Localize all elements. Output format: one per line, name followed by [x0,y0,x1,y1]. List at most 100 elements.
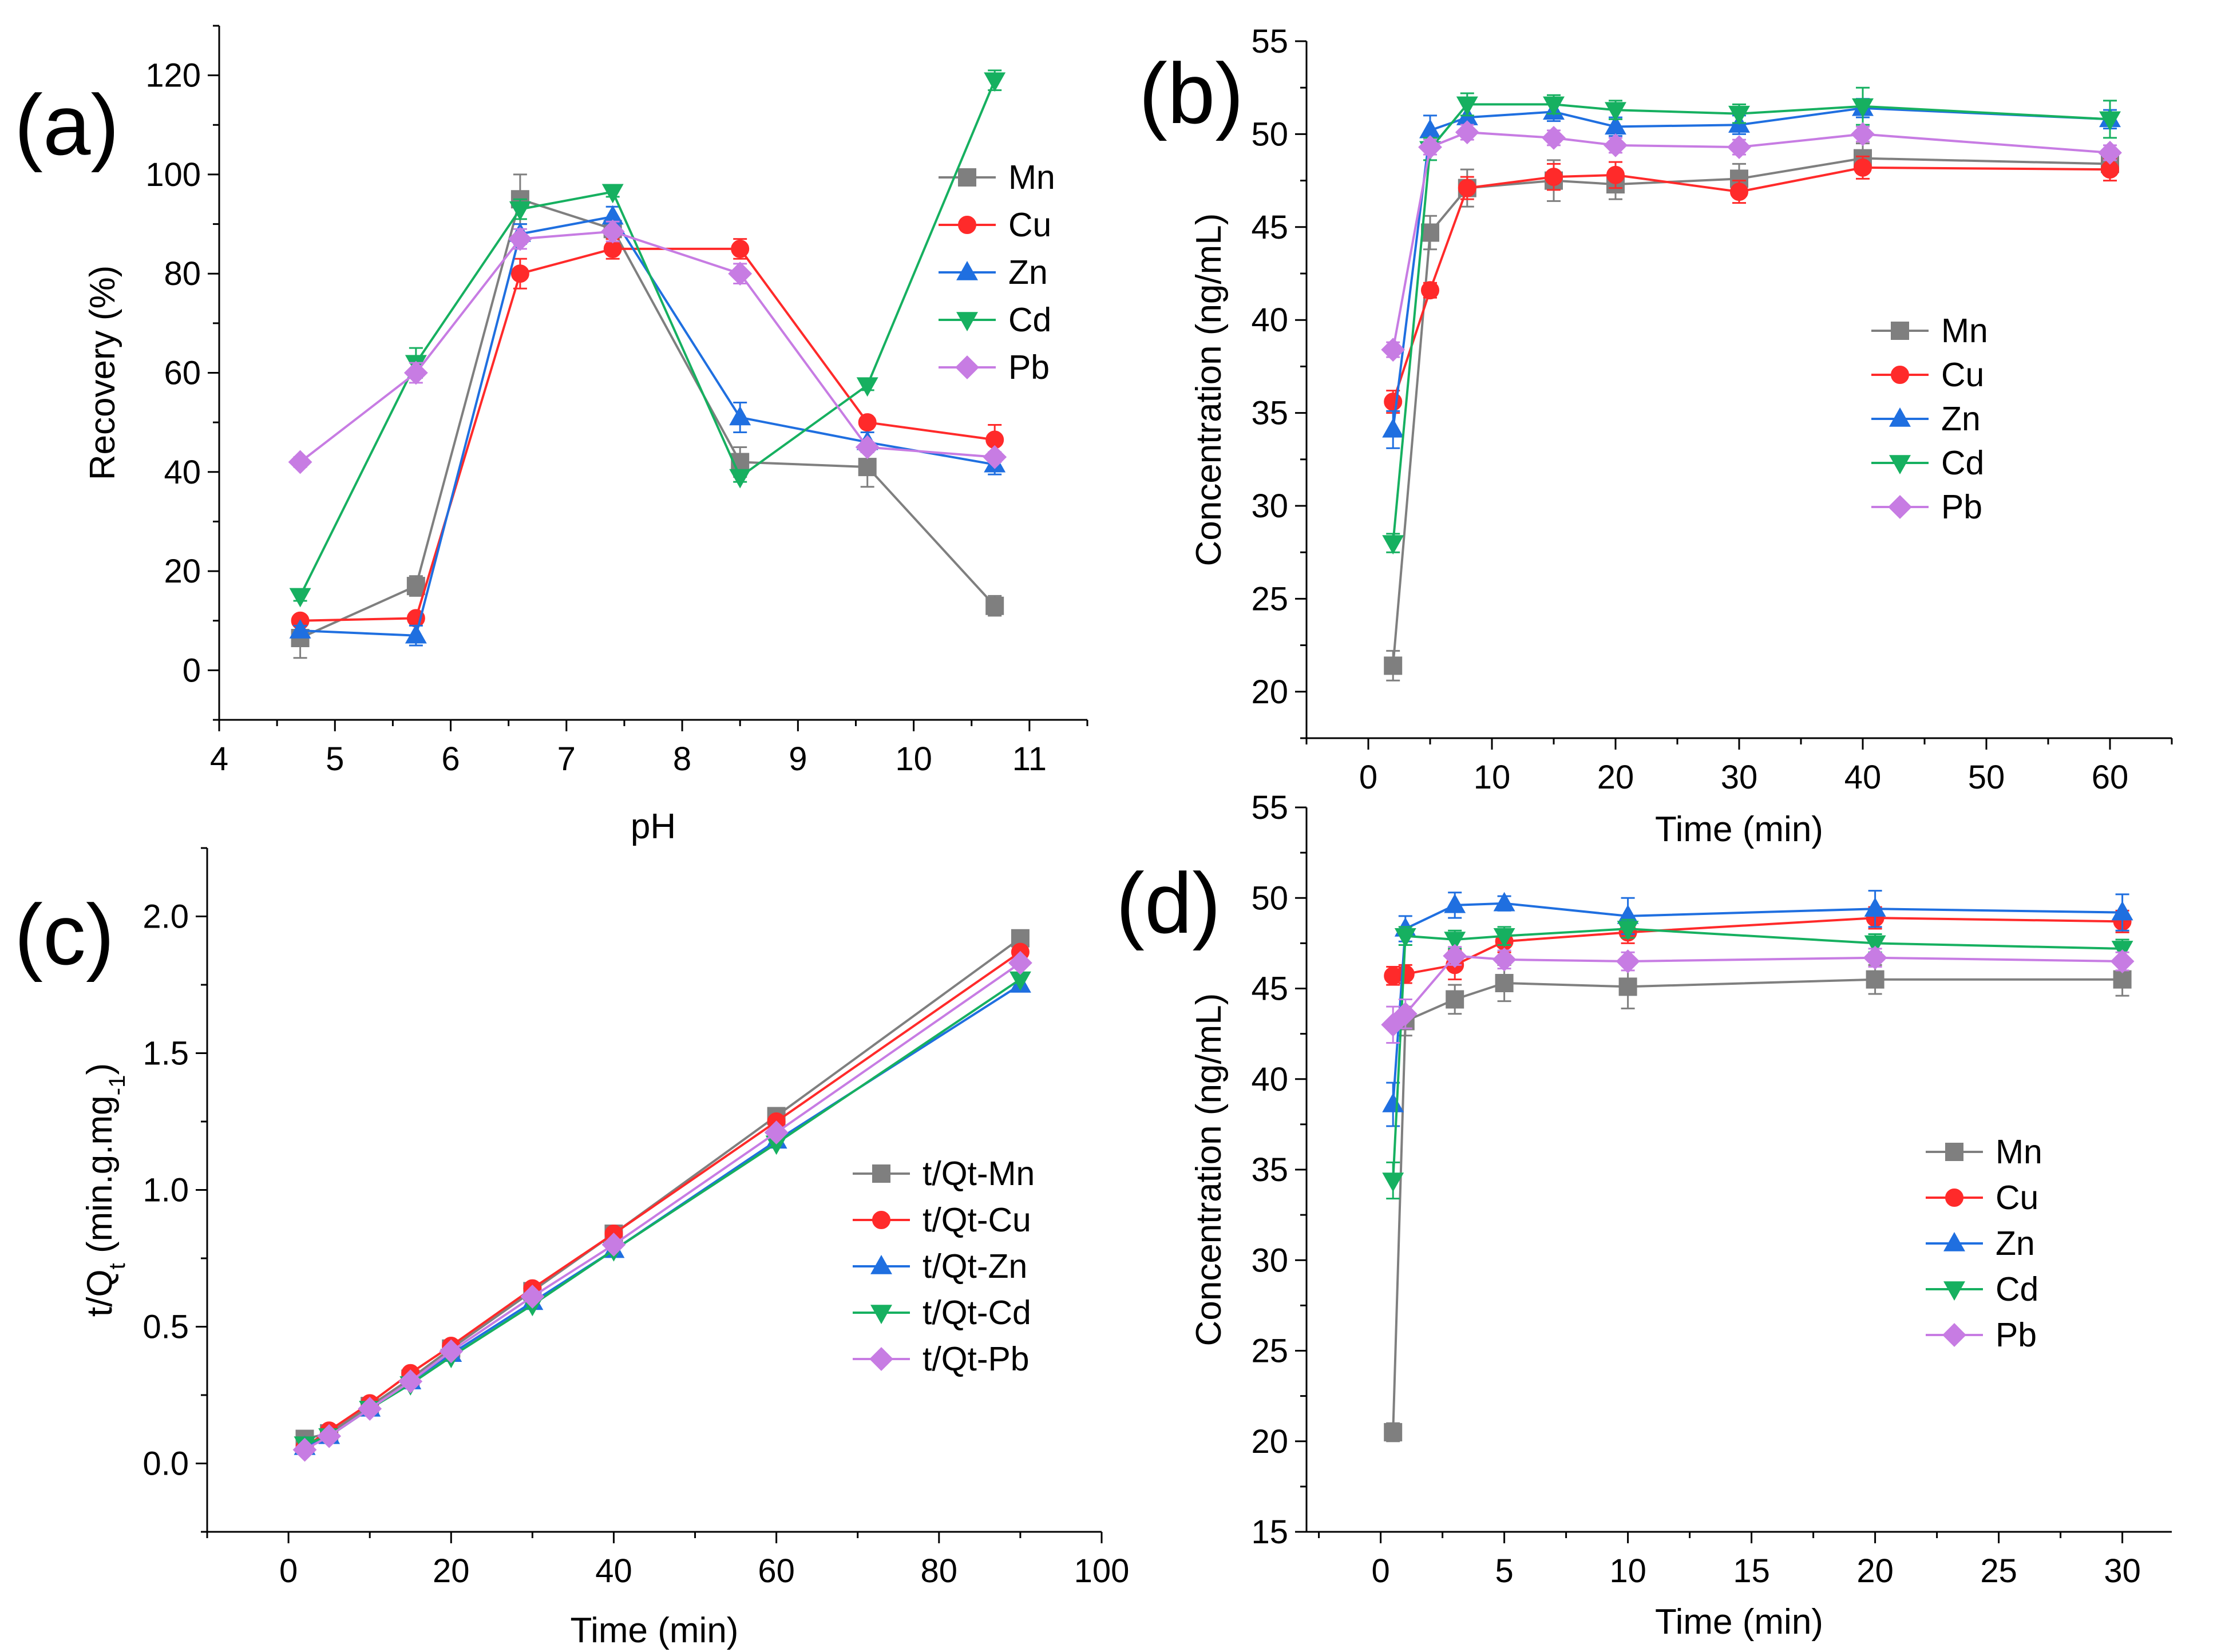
y-tick-label: 0 [183,652,201,689]
data-point [1384,656,1403,675]
data-point [289,588,311,608]
x-tick-label: 9 [789,740,807,778]
y-tick-label: 20 [164,553,201,590]
legend-entry-pb: Pb [939,349,1050,386]
data-point [1730,169,1748,188]
legend-label: Mn [1008,159,1055,196]
x-tick-label: 20 [1856,1552,1894,1590]
y-tick-label: 100 [145,156,201,193]
legend-entry-mn: Mn [1871,312,1988,350]
panel-label: (c) [14,886,114,983]
x-tick-label: 60 [2092,759,2129,796]
y-tick-label: 40 [164,454,201,491]
legend-swatch-marker [869,1347,893,1371]
data-point [1420,281,1440,300]
legend-label: Cd [1941,445,1984,482]
data-point [729,469,751,489]
legend-entry-mn: Mn [1926,1134,2042,1171]
data-point [1443,944,1467,968]
legend-entry-mn: Mn [939,159,1055,196]
x-tick-label: 8 [673,740,691,778]
y-tick-label: 0.0 [142,1445,189,1483]
legend-entry-zn: Zn [1871,401,1981,438]
data-point [510,264,529,283]
data-point [403,360,428,385]
series-cd [1382,86,2121,555]
panel-d: 0 5 10 15 20 25 30 15 20 25 30 35 40 45 50 55 Time (min)… [1116,789,2172,1642]
data-point [1605,102,1626,122]
legend-label: Cu [1996,1179,2038,1217]
data-point [292,1437,317,1462]
data-point [601,184,624,204]
y-tick-label: 20 [1251,1423,1288,1460]
x-tick-label: 50 [1968,759,2005,796]
data-point [1728,105,1750,125]
x-tick-label: 4 [210,740,228,778]
y-tick-label: 25 [1251,1333,1288,1370]
legend-swatch-marker [870,1305,892,1325]
series-line [1392,166,2111,402]
legend-swatch-marker [1889,455,1911,475]
legend-swatch-marker [872,1164,890,1183]
data-point [601,1233,626,1257]
data-point [983,445,1007,469]
legend-swatch-marker [1945,1189,1964,1207]
x-tick-label: 40 [1844,759,1882,796]
legend-swatch-marker [1945,1143,1963,1161]
y-tick-label: 35 [1251,1151,1288,1189]
legend-entry-zn: Zn [939,254,1048,291]
x-tick-label: 11 [1012,740,1047,778]
y-tick-label: 25 [1251,580,1288,617]
y-axis-title: t/Qt (min.g.mg-1) [80,1063,130,1317]
data-point [2111,901,2133,921]
x-tick-label: 7 [557,740,576,778]
data-point [406,577,425,596]
series-line [299,80,996,597]
data-point [728,262,753,286]
data-point [1495,974,1514,993]
legend-swatch-marker [956,260,978,280]
legend-swatch-marker [1942,1323,1966,1347]
data-point [289,619,311,639]
data-point [1011,929,1030,948]
y-axis-title: Recovery (%) [83,266,122,481]
series-pb [1381,120,2122,362]
data-point [1542,125,1566,150]
legend-swatch-marker [958,168,976,187]
data-point [317,1424,342,1448]
legend-entry-mn: t/Qt-Mn [853,1155,1035,1193]
legend-label: Pb [1941,489,1982,526]
series-cd [289,69,1006,608]
data-point [1446,990,1464,1009]
data-point [508,227,532,251]
data-point [509,201,531,221]
y-tick-label: 80 [164,255,201,292]
series-line [299,197,996,639]
legend-entry-zn: t/Qt-Zn [853,1248,1027,1285]
x-tick-label: 40 [595,1552,632,1590]
data-point [731,239,750,258]
series-pb [288,219,1007,474]
legend-entry-cd: Cd [1926,1271,2038,1308]
legend-label: Cu [1941,356,1984,394]
data-point [1864,897,1886,917]
x-tick-label: 80 [921,1552,958,1590]
panel-c: 0 20 40 60 80 100 0.0 0.5 1.0 1.5 2.0 Time (min) t/Q… [14,847,1129,1650]
x-tick-label: 20 [1597,759,1634,796]
y-tick-label: 30 [1251,488,1288,525]
legend-entry-cd: Cd [939,302,1051,339]
legend-swatch-marker [1943,1281,1965,1301]
data-point [856,377,878,397]
data-point [985,430,1004,449]
y-tick-label: 120 [145,57,201,94]
data-point [1381,338,1406,362]
series-line [1392,157,2111,666]
x-tick-label: 0 [1359,759,1377,796]
data-point [1393,1001,1418,1026]
data-point [1382,1093,1404,1112]
series-pb [1381,944,2135,1044]
data-point [398,1369,423,1394]
data-point [405,624,427,644]
data-point [1444,893,1466,913]
legend-label: t/Qt-Cd [923,1294,1031,1332]
